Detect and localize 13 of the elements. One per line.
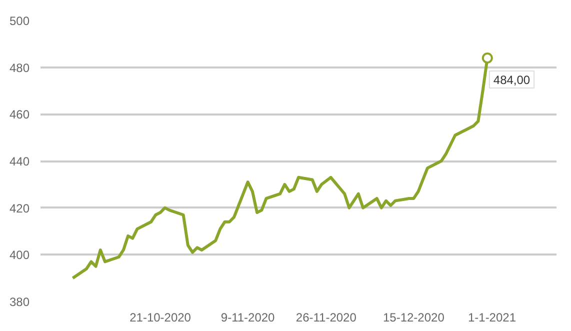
- x-tick-label: 15-12-2020: [382, 310, 445, 324]
- y-tick-label: 480: [9, 60, 30, 75]
- y-tick-label: 440: [9, 154, 30, 168]
- y-tick-label: 500: [9, 14, 30, 28]
- x-tick-label: 26-11-2020: [296, 310, 357, 324]
- y-tick-label: 420: [9, 201, 30, 216]
- x-tick-label: 9-11-2020: [220, 310, 276, 324]
- x-tick-label: 1-1-2021: [468, 310, 516, 324]
- annotation: 484,00: [493, 72, 530, 87]
- y-tick-label: 380: [9, 295, 30, 309]
- x-tick-label: 21-10-2020: [130, 310, 192, 324]
- y-tick-label: 460: [9, 108, 30, 122]
- y-tick-label: 400: [9, 248, 30, 262]
